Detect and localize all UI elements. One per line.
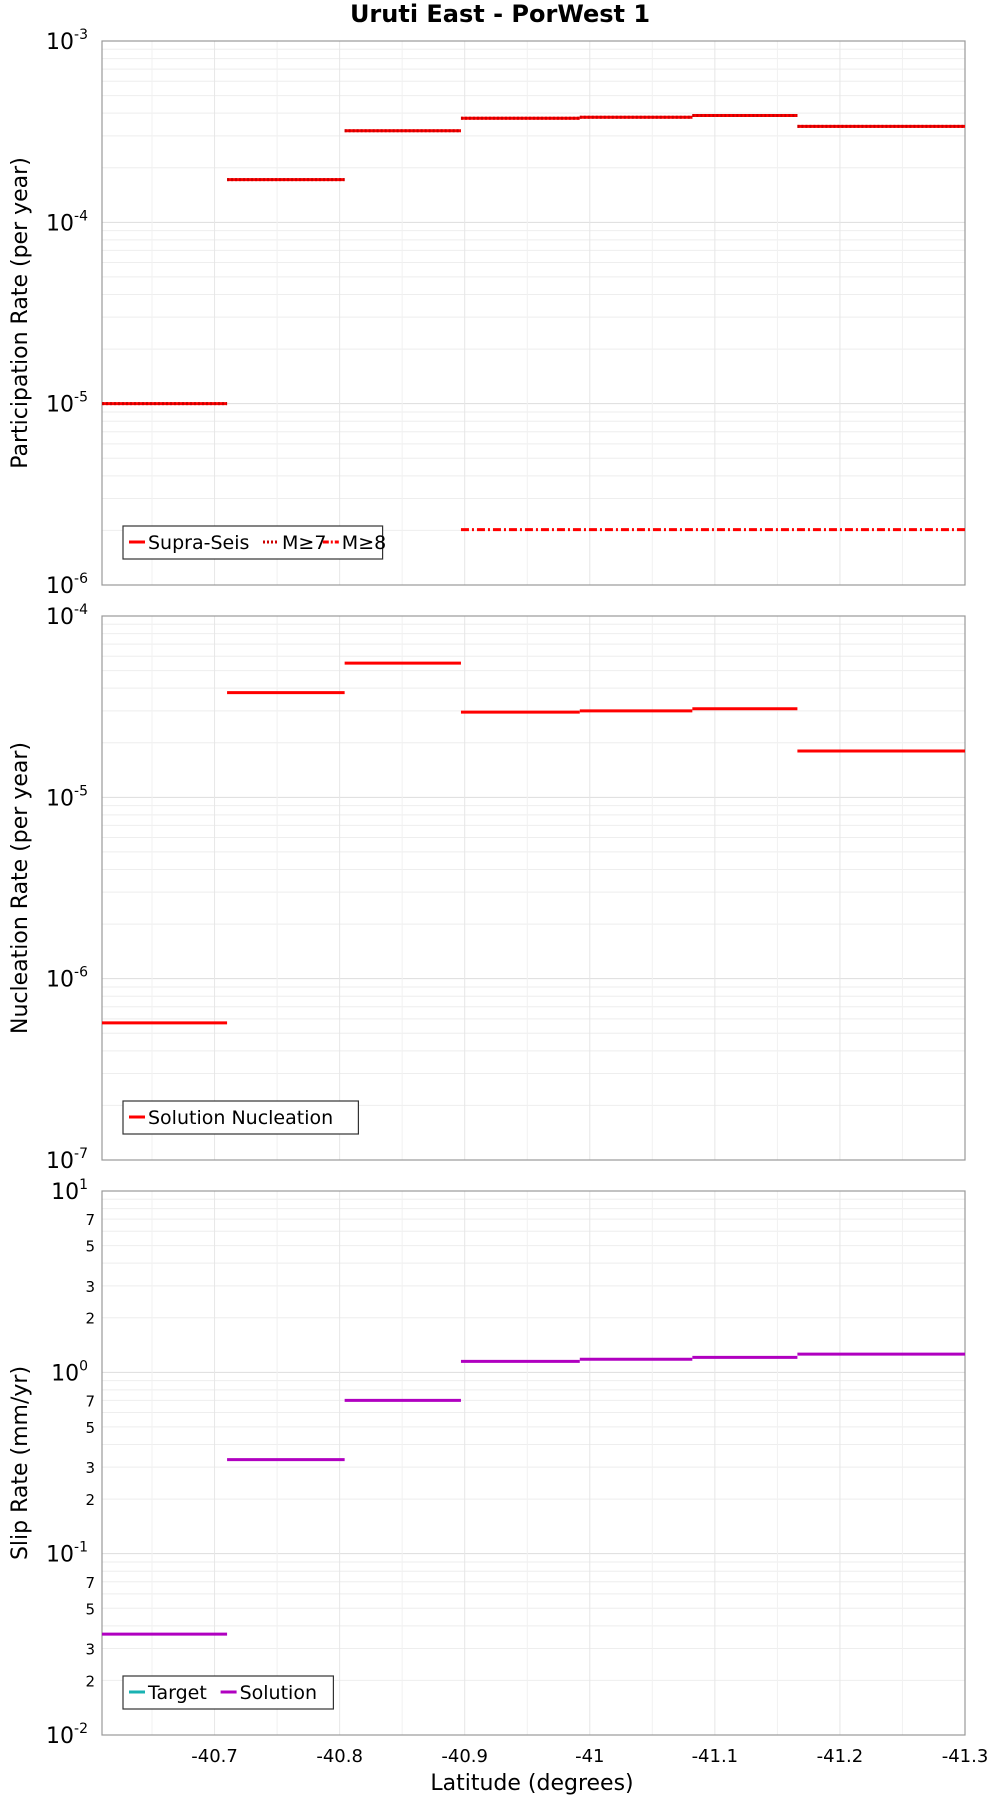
y-minor-tick-label: 3: [85, 1640, 95, 1658]
x-tick-label: -40.9: [441, 1746, 488, 1767]
plot-frame-participation: [101, 40, 966, 586]
x-tick-label: -40.7: [191, 1746, 238, 1767]
plot-area-nucleation: [102, 616, 965, 1160]
y-tick-label: 10-1: [46, 1540, 88, 1568]
y-axis-label-participation: Participation Rate (per year): [8, 157, 33, 469]
legend-label: Supra-Seis: [148, 532, 249, 554]
x-tick-label: -40.8: [316, 1746, 363, 1767]
y-tick-label: 10-5: [46, 783, 88, 811]
legend-label: Solution: [240, 1682, 317, 1704]
y-tick-label: 10-7: [46, 1146, 88, 1174]
plot-area-participation: [102, 41, 965, 585]
x-tick-label: -41.1: [692, 1746, 739, 1767]
panel-participation: 10-6 10-5 10-4 10-3 Participation Rate (per …: [8, 27, 966, 599]
y-minor-tick-label: 7: [85, 1392, 95, 1410]
panel-nucleation: 10-7 10-6 10-5 10-4 Nucleation Rate (per yea…: [8, 602, 966, 1174]
plot-frame-nucleation: [101, 615, 966, 1161]
legend-sliprate: Target Solution: [122, 1675, 334, 1710]
y-minor-tick-label: 2: [85, 1672, 95, 1690]
chart-title: Uruti East - PorWest 1: [350, 0, 650, 28]
legend-label: M≥8: [342, 532, 386, 554]
y-minor-tick-label: 2: [85, 1310, 95, 1328]
y-minor-tick-label: 5: [85, 1238, 95, 1256]
plot-area-sliprate: [102, 1191, 965, 1735]
legend-box: [122, 1100, 359, 1135]
y-tick-label: 10-3: [46, 27, 88, 55]
y-minor-tick-label: 2: [85, 1491, 95, 1509]
y-tick-label: 10-6: [46, 965, 88, 993]
y-tick-label: 10-4: [46, 602, 88, 630]
y-tick-label: 10-6: [46, 571, 88, 599]
y-tick-label: 10-5: [46, 390, 88, 418]
legend-label: Target: [147, 1682, 207, 1704]
y-minor-tick-label: 5: [85, 1600, 95, 1618]
x-tick-label: -41.2: [817, 1746, 864, 1767]
y-axis-label-sliprate: Slip Rate (mm/yr): [8, 1366, 33, 1560]
y-minor-tick-label: 5: [85, 1419, 95, 1437]
legend-box: [122, 525, 384, 560]
legend-label: M≥7: [282, 532, 326, 554]
y-tick-label: 10-2: [46, 1721, 88, 1749]
x-axis-label: Latitude (degrees): [430, 1771, 633, 1796]
y-tick-label: 10-4: [46, 208, 88, 236]
y-axis-label-nucleation: Nucleation Rate (per year): [8, 742, 33, 1034]
plot-frame-sliprate: [101, 1190, 966, 1736]
y-minor-tick-label: 7: [85, 1574, 95, 1592]
y-minor-tick-label: 3: [85, 1278, 95, 1296]
x-tick-label: -41: [575, 1746, 604, 1767]
x-tick-label: -41.3: [942, 1746, 989, 1767]
y-tick-label: 100: [51, 1358, 88, 1386]
panel-sliprate: 10-2 10-1 100 101 2 3 5 7 2 3 5 7 2 3 5 7 Slip Rate (mm/…: [8, 1177, 966, 1749]
y-tick-label: 101: [51, 1177, 88, 1205]
y-minor-tick-label: 7: [85, 1211, 95, 1229]
legend-participation: Supra-Seis M≥7 M≥8: [122, 525, 386, 560]
y-minor-tick-label: 3: [85, 1459, 95, 1477]
legend-nucleation: Solution Nucleation: [122, 1100, 359, 1135]
legend-label: Solution Nucleation: [148, 1107, 333, 1129]
